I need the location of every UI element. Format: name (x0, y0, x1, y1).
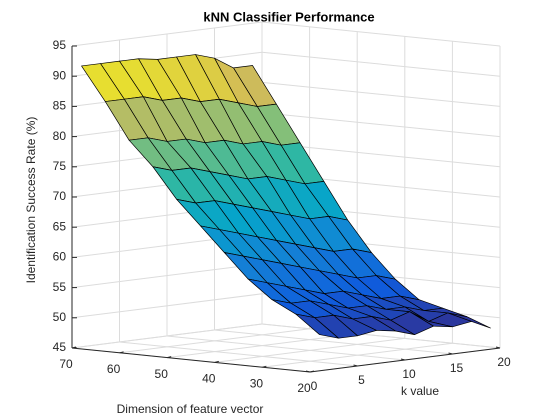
z-tick-label: 60 (53, 250, 67, 264)
tick-mark (309, 370, 315, 373)
z-tick-label: 45 (53, 340, 67, 354)
x-tick-label: 0 (311, 379, 318, 393)
x-tick-label: 5 (358, 373, 365, 387)
grid-line (119, 328, 310, 354)
z-tick-label: 65 (53, 219, 67, 233)
grid-line (214, 337, 405, 363)
z-tick-label: 80 (53, 129, 67, 143)
z-tick-label: 75 (53, 159, 67, 173)
tick-mark (71, 346, 77, 349)
tick-mark (262, 365, 267, 368)
x-tick-label: 10 (402, 367, 416, 381)
z-tick-label: 55 (53, 280, 67, 294)
z-tick-label: 85 (53, 99, 67, 113)
y-tick-label: 20 (297, 381, 311, 395)
grid-line (262, 342, 453, 368)
x-tick-label: 20 (497, 355, 511, 369)
z-tick-label: 95 (53, 38, 67, 52)
x-tick-label: 15 (450, 361, 464, 375)
axis-line (71, 347, 311, 373)
tick-mark (495, 346, 501, 349)
tick-mark (448, 352, 453, 355)
grid-line (214, 329, 453, 355)
tick-mark (305, 370, 311, 373)
grid-line (261, 112, 501, 138)
y-tick-label: 40 (202, 372, 216, 386)
tick-mark (167, 356, 172, 359)
grid-line (261, 323, 501, 349)
x-axis-label: k value (401, 384, 439, 398)
chart-title: kNN Classifier Performance (203, 9, 374, 24)
tick-mark (353, 364, 358, 367)
tick-mark (400, 358, 406, 361)
y-tick-label: 70 (59, 357, 73, 371)
grid-line (167, 333, 358, 359)
y-tick-label: 50 (155, 367, 169, 381)
z-tick-label: 90 (53, 68, 67, 82)
z-tick-label: 50 (53, 310, 67, 324)
y-tick-label: 60 (107, 362, 121, 376)
z-axis-label: Identification Success Rate (%) (24, 117, 38, 284)
grid-line (166, 335, 406, 361)
grid-line (71, 323, 263, 349)
tick-mark (119, 351, 124, 354)
grid-line (261, 51, 501, 77)
z-tick-label: 70 (53, 189, 67, 203)
grid-line (261, 81, 501, 107)
surface-patch (295, 313, 339, 339)
grid-line (119, 341, 358, 367)
grid-line (261, 21, 501, 47)
y-axis-label: Dimension of feature vector (117, 402, 264, 416)
tick-mark (214, 360, 219, 363)
y-tick-label: 30 (250, 376, 264, 390)
